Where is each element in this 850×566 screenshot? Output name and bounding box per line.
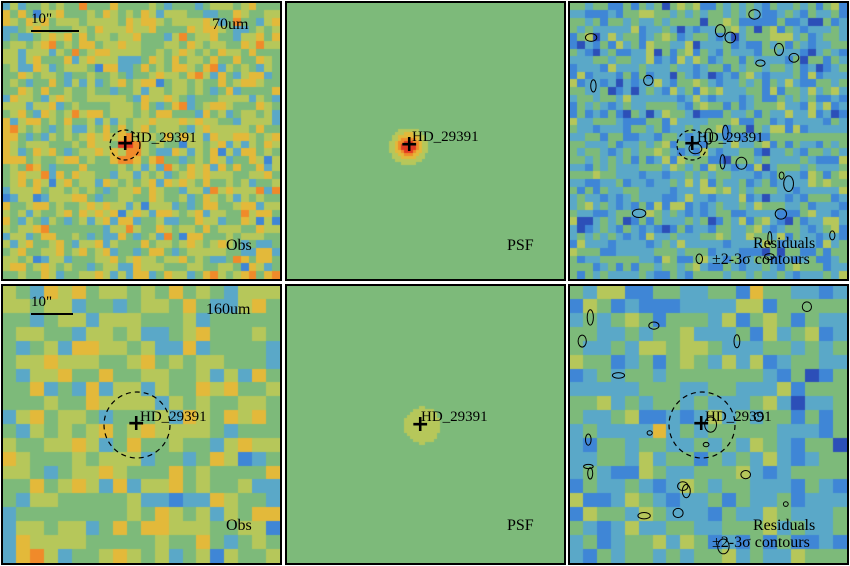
contour-line [646, 430, 653, 436]
aperture-circle [109, 129, 141, 161]
psf-label: PSF [507, 517, 534, 534]
star-position-marker: + [116, 131, 135, 156]
contour-line [717, 538, 730, 555]
contours-label: ±2-3σ contours [712, 534, 810, 551]
contours-label: ±2-3σ contours [712, 251, 810, 268]
contour-line [611, 372, 626, 379]
contour-line [584, 433, 592, 446]
obs-70um-panel: 10" 70um + HD_29391 Obs [1, 1, 282, 281]
contour-line [748, 9, 761, 20]
contour-line [631, 208, 647, 219]
residuals-label: Residuals [753, 235, 816, 252]
obs-label: Obs [226, 517, 252, 534]
contour-line [677, 481, 689, 492]
scale-bar [31, 30, 79, 32]
scale-bar-label: 10" [31, 11, 53, 27]
contour-line [774, 208, 788, 220]
residuals-label: Residuals [753, 517, 816, 534]
contour-line [755, 59, 766, 67]
contour-line [577, 334, 587, 348]
star-label: HD_29391 [130, 130, 197, 146]
star-position-marker: + [411, 412, 430, 437]
contour-line [672, 507, 684, 519]
contour-line [590, 79, 597, 93]
contour-line [783, 175, 795, 192]
contour-line [724, 31, 737, 44]
star-label: HD_29391 [140, 409, 207, 425]
contour-line [695, 253, 704, 265]
contour-line [648, 321, 660, 330]
contour-line [637, 512, 651, 520]
star-label: HD_29391 [412, 129, 479, 145]
contour-line [586, 309, 594, 326]
obs-label: Obs [226, 237, 252, 254]
contour-line [753, 411, 764, 422]
psf-160um-image [287, 286, 564, 563]
contour-line [688, 143, 703, 155]
residuals-70um-panel: + HD_29391 Residuals ±2-3σ contours [568, 1, 849, 281]
contour-line [643, 74, 654, 86]
psf-70um-image [287, 3, 564, 279]
scale-bar [31, 313, 73, 315]
contour-line [782, 501, 789, 507]
obs-160um-panel: 10" 160um + HD_29391 Obs [1, 284, 282, 565]
contour-line [704, 128, 714, 145]
star-position-marker: + [692, 411, 711, 436]
residuals-160um-panel: + HD_29391 Residuals ±2-3σ contours [568, 284, 849, 565]
residuals-70um-image [570, 3, 847, 279]
contour-line [788, 52, 800, 63]
psf-label: PSF [507, 237, 534, 254]
contour-line [829, 230, 836, 241]
contour-line [774, 42, 784, 56]
band-label: 70um [212, 16, 249, 33]
scale-bar-label: 10" [31, 294, 53, 310]
contour-line [704, 416, 718, 433]
contour-line [587, 467, 594, 480]
aperture-circle [103, 391, 171, 459]
star-label: HD_29391 [697, 130, 764, 146]
contour-line [681, 484, 691, 499]
obs-70um-image [3, 3, 280, 279]
psf-70um-panel: + HD_29391 PSF [285, 1, 566, 281]
contour-line [733, 334, 741, 349]
contour-line [702, 441, 710, 448]
contour-line [722, 124, 729, 140]
obs-160um-image [3, 286, 280, 563]
contour-line [778, 171, 785, 180]
contour-line [801, 301, 812, 313]
psf-160um-panel: + HD_29391 PSF [285, 284, 566, 565]
contour-line [740, 470, 751, 480]
contour-line [764, 253, 775, 261]
band-label: 160um [206, 301, 251, 318]
contour-line [735, 156, 748, 170]
star-position-marker: + [400, 132, 419, 157]
star-label: HD_29391 [705, 409, 772, 425]
contour-line [714, 24, 726, 38]
contour-line [584, 33, 598, 42]
star-position-marker: + [683, 131, 702, 156]
residual-contours [584, 9, 836, 265]
residuals-160um-image [570, 286, 847, 563]
contour-line [719, 154, 726, 170]
contour-line [767, 231, 773, 246]
star-position-marker: + [127, 411, 146, 436]
star-label: HD_29391 [421, 409, 488, 425]
residual-contours [577, 301, 812, 555]
